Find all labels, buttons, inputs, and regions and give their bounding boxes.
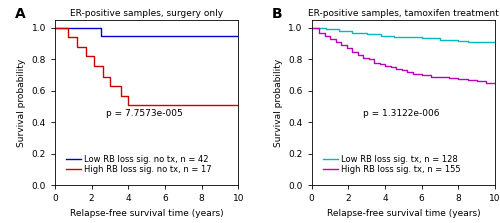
Legend: Low RB loss sig. no tx, n = 42, High RB loss sig. no tx, n = 17: Low RB loss sig. no tx, n = 42, High RB …: [63, 151, 216, 178]
Y-axis label: Survival probability: Survival probability: [17, 58, 26, 147]
Y-axis label: Survival probability: Survival probability: [274, 58, 282, 147]
Title: ER-positive samples, surgery only: ER-positive samples, surgery only: [70, 9, 223, 18]
Text: p = 1.3122e-006: p = 1.3122e-006: [363, 109, 440, 118]
X-axis label: Relapse-free survival time (years): Relapse-free survival time (years): [326, 209, 480, 218]
Title: ER-positive samples, tamoxifen treatment: ER-positive samples, tamoxifen treatment: [308, 9, 498, 18]
Legend: Low RB loss sig. tx, n = 128, High RB loss sig. tx, n = 155: Low RB loss sig. tx, n = 128, High RB lo…: [320, 151, 464, 178]
X-axis label: Relapse-free survival time (years): Relapse-free survival time (years): [70, 209, 224, 218]
Text: B: B: [272, 7, 282, 21]
Text: A: A: [14, 7, 26, 21]
Text: p = 7.7573e-005: p = 7.7573e-005: [106, 109, 183, 118]
